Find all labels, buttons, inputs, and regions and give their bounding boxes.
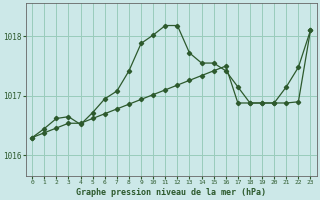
X-axis label: Graphe pression niveau de la mer (hPa): Graphe pression niveau de la mer (hPa) [76,188,266,197]
